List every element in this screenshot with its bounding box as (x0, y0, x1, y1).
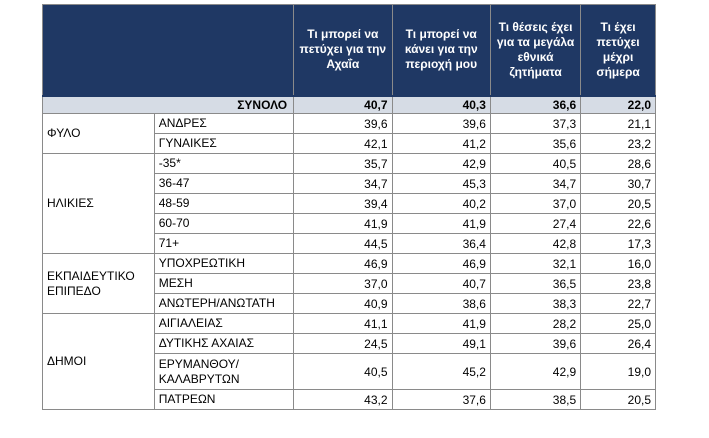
header-col-3: Τι θέσεις έχει για τα μεγάλα εθνικά ζητή… (489, 4, 582, 96)
cell-value: 41,1 (293, 313, 393, 334)
cell-value: 41,2 (391, 133, 491, 154)
cell-value: 46,9 (391, 253, 491, 274)
row-label: 60-70 (153, 213, 295, 234)
cell-value: 40,5 (489, 153, 582, 174)
header-col-4: Τι έχει πετύχει μέχρι σήμερα (580, 4, 656, 96)
cell-value: 22,6 (580, 213, 656, 234)
cell-value: 40,2 (391, 193, 491, 214)
total-value: 22,0 (580, 94, 656, 114)
cell-value: 40,5 (293, 353, 393, 390)
cell-value: 43,2 (293, 389, 393, 410)
cell-value: 39,4 (293, 193, 393, 214)
cell-value: 36,4 (391, 233, 491, 254)
cell-value: 28,2 (489, 313, 582, 334)
row-label: ΑΙΓΙΑΛΕΙΑΣ (153, 313, 295, 334)
row-label: ΑΝΔΡΕΣ (153, 113, 295, 134)
cell-value: 35,6 (489, 133, 582, 154)
cell-value: 39,6 (293, 113, 393, 134)
cell-value: 34,7 (293, 173, 393, 194)
cell-value: 37,0 (293, 273, 393, 294)
cell-value: 34,7 (489, 173, 582, 194)
cell-value: 38,6 (391, 293, 491, 314)
cell-value: 24,5 (293, 333, 393, 354)
cell-value: 35,7 (293, 153, 393, 174)
cell-value: 37,6 (391, 389, 491, 410)
cell-value: 45,2 (391, 353, 491, 390)
header-row: Τι μπορεί να πετύχει για την Αχαΐα Τι μπ… (41, 4, 656, 96)
cell-value: 19,0 (580, 353, 656, 390)
group-label: ΗΛΙΚΙΕΣ (42, 153, 155, 254)
cell-value: 32,1 (489, 253, 582, 274)
cell-value: 42,8 (489, 233, 582, 254)
header-blank-cell (41, 4, 295, 96)
cell-value: 41,9 (391, 313, 491, 334)
cell-value: 41,9 (293, 213, 393, 234)
group-label: ΔΗΜΟΙ (42, 313, 155, 410)
cell-value: 40,7 (391, 273, 491, 294)
table-row: ΗΛΙΚΙΕΣ -35* 35,7 42,9 40,5 28,6 (42, 153, 656, 254)
table-row: ΔΗΜΟΙ ΑΙΓΙΑΛΕΙΑΣ 41,1 41,9 28,2 25,0 (42, 313, 656, 410)
row-label: ΥΠΟΧΡΕΩΤΙΚΗ (153, 253, 295, 274)
cell-value: 27,4 (489, 213, 582, 234)
row-label: ΓΥΝΑΙΚΕΣ (153, 133, 295, 154)
total-row: ΣΥΝΟΛΟ 40,7 40,3 36,6 22,0 (41, 94, 656, 114)
total-value: 40,7 (293, 94, 393, 114)
table-row: 48-59 39,4 40,2 37,0 20,5 (43, 193, 656, 214)
cell-value: 37,0 (489, 193, 582, 214)
row-label: ΕΡΥΜΑΝΘΟΥ/ ΚΑΛΑΒΡΥΤΩΝ (153, 353, 295, 390)
cell-value: 49,1 (391, 333, 491, 354)
group-label: ΦΥΛΟ (42, 113, 155, 154)
cell-value: 39,6 (489, 333, 582, 354)
cell-value: 23,2 (580, 133, 656, 154)
table-row: ΠΑΤΡΕΩΝ 43,2 37,6 38,5 20,5 (43, 389, 656, 410)
cell-value: 42,9 (391, 153, 491, 174)
cell-value: 36,5 (489, 273, 582, 294)
cell-value: 40,9 (293, 293, 393, 314)
row-label: 71+ (153, 233, 295, 254)
table-row: 60-70 41,9 41,9 27,4 22,6 (43, 213, 656, 234)
cell-value: 37,3 (489, 113, 582, 134)
table-row: 71+ 44,5 36,4 42,8 17,3 (43, 233, 656, 254)
cell-value: 44,5 (293, 233, 393, 254)
group-label: ΕΚΠΑΙΔΕΥΤΙΚΟ ΕΠΙΠΕΔΟ (42, 253, 155, 314)
cell-value: 20,5 (580, 389, 656, 410)
total-label: ΣΥΝΟΛΟ (41, 94, 295, 114)
cell-value: 42,9 (489, 353, 582, 390)
row-label: 36-47 (153, 173, 295, 194)
total-value: 40,3 (391, 94, 491, 114)
table-row: ΓΥΝΑΙΚΕΣ 42,1 41,2 35,6 23,2 (43, 133, 656, 154)
cell-value: 26,4 (580, 333, 656, 354)
table-row: ΦΥΛΟ ΑΝΔΡΕΣ 39,6 39,6 37,3 21,1 (42, 113, 656, 154)
cell-value: 28,6 (580, 153, 656, 174)
survey-table: Τι μπορεί να πετύχει για την Αχαΐα Τι μπ… (41, 4, 656, 410)
row-label: ΔΥΤΙΚΗΣ ΑΧΑΙΑΣ (153, 333, 295, 354)
cell-value: 30,7 (580, 173, 656, 194)
row-label: ΜΕΣΗ (153, 273, 295, 294)
cell-value: 42,1 (293, 133, 393, 154)
header-col-1: Τι μπορεί να πετύχει για την Αχαΐα (293, 4, 393, 96)
cell-value: 38,5 (489, 389, 582, 410)
table-row: ΔΥΤΙΚΗΣ ΑΧΑΙΑΣ 24,5 49,1 39,6 26,4 (43, 333, 656, 354)
cell-value: 21,1 (580, 113, 656, 134)
cell-value: 22,7 (580, 293, 656, 314)
cell-value: 17,3 (580, 233, 656, 254)
cell-value: 38,3 (489, 293, 582, 314)
cell-value: 45,3 (391, 173, 491, 194)
cell-value: 20,5 (580, 193, 656, 214)
cell-value: 25,0 (580, 313, 656, 334)
cell-value: 16,0 (580, 253, 656, 274)
row-label: -35* (153, 153, 295, 174)
row-label: 48-59 (153, 193, 295, 214)
row-label: ΑΝΩΤΕΡΗ/ΑΝΩΤΑΤΗ (153, 293, 295, 314)
total-value: 36,6 (489, 94, 582, 114)
cell-value: 39,6 (391, 113, 491, 134)
cell-value: 46,9 (293, 253, 393, 274)
header-col-2: Τι μπορεί να κάνει για την περιοχή μου (391, 4, 491, 96)
table-row: ΕΚΠΑΙΔΕΥΤΙΚΟ ΕΠΙΠΕΔΟ ΥΠΟΧΡΕΩΤΙΚΗ 46,9 46,9 3… (42, 253, 656, 314)
row-label: ΠΑΤΡΕΩΝ (153, 389, 295, 410)
cell-value: 23,8 (580, 273, 656, 294)
cell-value: 41,9 (391, 213, 491, 234)
